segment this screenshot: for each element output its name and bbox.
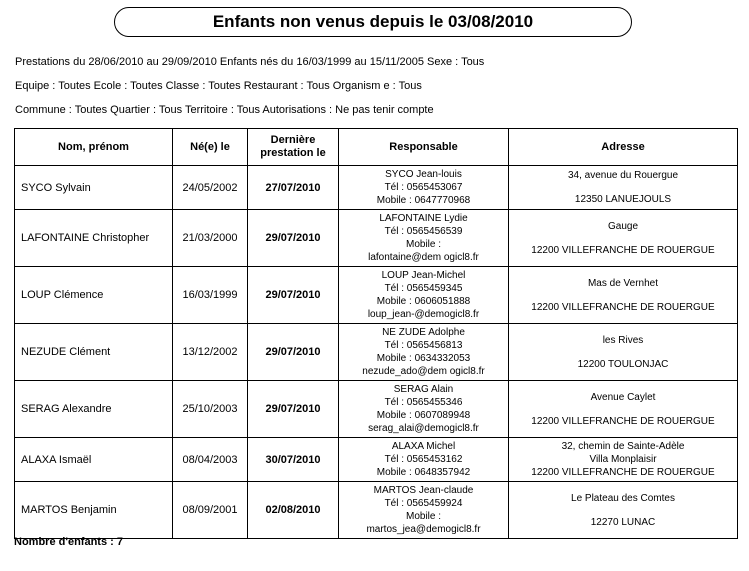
cell-derniere-prestation: 29/07/2010 [247,209,339,267]
adresse-line: 12270 LUNAC [590,516,656,528]
responsable-line: nezude_ado@dem ogicl8.fr [362,366,485,377]
responsable-line: Tél : 0565455346 [384,397,463,408]
table-row: SERAG Alexandre 25/10/2003 29/07/2010 SERAG… [14,380,738,438]
table-row: LAFONTAINE Christopher 21/03/2000 29/07/20… [14,209,738,267]
cell-ne-le: 13/12/2002 [172,323,248,381]
cell-responsable: ALAXA Michel Tél : 0565453162 Mobile : 064… [338,437,509,482]
responsable-line: MARTOS Jean-claude [373,485,474,496]
cell-ne-le: 16/03/1999 [172,266,248,324]
table-row: LOUP Clémence 16/03/1999 29/07/2010 LOUP Je… [14,266,738,324]
cell-adresse: 34, avenue du Rouergue 12350 LANUEJOULS [508,165,738,210]
responsable-line: Tél : 0565459345 [384,283,463,294]
cell-adresse: Le Plateau des Comtes 12270 LUNAC [508,481,738,539]
adresse-line: Mas de Vernhet [587,277,659,289]
adresse-line: 12350 LANUEJOULS [574,194,672,205]
column-header-nom: Nom, prénom [14,128,173,166]
cell-derniere-prestation: 29/07/2010 [247,380,339,438]
responsable-line: Mobile : 0634332053 [376,353,471,364]
cell-ne-le: 21/03/2000 [172,209,248,267]
cell-derniere-prestation: 02/08/2010 [247,481,339,539]
criteria-line-commune: Commune : Toutes Quartier : Tous Territo… [15,104,434,116]
cell-derniere-prestation: 30/07/2010 [247,437,339,482]
adresse-line: 32, chemin de Sainte-Adèle [561,441,685,452]
responsable-line: LOUP Jean-Michel [381,270,466,281]
responsable-line: Mobile : 0648357942 [376,467,471,478]
children-count-label: Nombre d'enfants : 7 [14,536,123,548]
cell-derniere-prestation: 29/07/2010 [247,266,339,324]
responsable-line: SERAG Alain [393,384,454,395]
adresse-line: 34, avenue du Rouergue [567,170,679,181]
adresse-line: 12200 VILLEFRANCHE DE ROUERGUE [531,244,715,256]
adresse-line: Le Plateau des Comtes [571,492,675,504]
responsable-line: Tél : 0565459924 [384,498,463,509]
table-body: SYCO Sylvain 24/05/2002 27/07/2010 SYCO Jea… [14,165,738,539]
cell-adresse: 32, chemin de Sainte-Adèle Villa Monplais… [508,437,738,482]
cell-nom: MARTOS Benjamin [14,481,173,539]
adresse-line: 12200 VILLEFRANCHE DE ROUERGUE [531,467,715,478]
responsable-line: loup_jean-@demogicl8.fr [367,309,480,320]
children-table: Nom, prénom Né(e) le Dernière prestation… [14,128,738,539]
column-header-ne-le: Né(e) le [172,128,248,166]
adresse-line: 12200 VILLEFRANCHE DE ROUERGUE [531,415,715,427]
table-row: NEZUDE Clément 13/12/2002 29/07/2010 NE ZUD… [14,323,738,381]
cell-responsable: MARTOS Jean-claude Tél : 0565459924 Mobile… [338,481,509,539]
cell-nom: LAFONTAINE Christopher [14,209,173,267]
responsable-line: Tél : 0565453067 [384,182,463,193]
responsable-line: lafontaine@dem ogicl8.fr [368,252,479,263]
table-row: SYCO Sylvain 24/05/2002 27/07/2010 SYCO Jea… [14,165,738,210]
criteria-line-prestations: Prestations du 28/06/2010 au 29/09/2010 … [15,56,485,68]
responsable-line: Mobile : [405,511,441,522]
responsable-line: martos_jea@demogicl8.fr [366,524,481,535]
adresse-line: Villa Monplaisir [589,454,657,465]
cell-adresse: Gauge 12200 VILLEFRANCHE DE ROUERGUE [508,209,738,267]
responsable-line: Mobile : 0607089948 [376,410,471,421]
responsable-line: ALAXA Michel [391,441,456,452]
table-row: MARTOS Benjamin 08/09/2001 02/08/2010 MARTO… [14,481,738,539]
table-header-row: Nom, prénom Né(e) le Dernière prestation… [14,128,738,166]
cell-derniere-prestation: 27/07/2010 [247,165,339,210]
cell-responsable: SYCO Jean-louis Tél : 0565453067 Mobile : … [338,165,509,210]
cell-ne-le: 08/04/2003 [172,437,248,482]
cell-responsable: NE ZUDE Adolphe Tél : 0565456813 Mobile : … [338,323,509,381]
column-header-responsable: Responsable [338,128,509,166]
responsable-line: Mobile : 0647770968 [376,195,471,206]
report-criteria: Prestations du 28/06/2010 au 29/09/2010 … [15,50,715,122]
cell-responsable: LOUP Jean-Michel Tél : 0565459345 Mobile :… [338,266,509,324]
responsable-line: SYCO Jean-louis [385,169,462,180]
report-title-banner: Enfants non venus depuis le 03/08/2010 [114,7,632,37]
table-header: Nom, prénom Né(e) le Dernière prestation… [14,128,738,166]
adresse-line: les Rives [602,334,644,346]
adresse-line: 12200 TOULONJAC [577,358,669,370]
cell-nom: LOUP Clémence [14,266,173,324]
cell-nom: SYCO Sylvain [14,165,173,210]
cell-ne-le: 25/10/2003 [172,380,248,438]
cell-ne-le: 08/09/2001 [172,481,248,539]
responsable-line: Tél : 0565453162 [384,454,463,465]
cell-adresse: Avenue Caylet 12200 VILLEFRANCHE DE ROUER… [508,380,738,438]
cell-responsable: SERAG Alain Tél : 0565455346 Mobile : 0607… [338,380,509,438]
responsable-line: Tél : 0565456539 [384,226,463,237]
table-row: ALAXA Ismaël 08/04/2003 30/07/2010 ALAXA Mi… [14,437,738,482]
cell-nom: SERAG Alexandre [14,380,173,438]
responsable-line: Mobile : [405,239,441,250]
responsable-line: serag_alai@demogicl8.fr [368,423,479,434]
responsable-line: Tél : 0565456813 [384,340,463,351]
adresse-line: Avenue Caylet [590,391,656,403]
cell-responsable: LAFONTAINE Lydie Tél : 0565456539 Mobile :… [338,209,509,267]
column-header-derniere-prestation: Dernière prestation le [247,128,339,166]
cell-adresse: Mas de Vernhet 12200 VILLEFRANCHE DE ROUE… [508,266,738,324]
cell-adresse: les Rives 12200 TOULONJAC [508,323,738,381]
cell-nom: ALAXA Ismaël [14,437,173,482]
page-title: Enfants non venus depuis le 03/08/2010 [212,12,534,31]
responsable-line: LAFONTAINE Lydie [379,213,468,224]
responsable-line: NE ZUDE Adolphe [382,327,465,338]
cell-derniere-prestation: 29/07/2010 [247,323,339,381]
cell-ne-le: 24/05/2002 [172,165,248,210]
column-header-adresse: Adresse [508,128,738,166]
responsable-line: Mobile : 0606051888 [376,296,471,307]
cell-nom: NEZUDE Clément [14,323,173,381]
adresse-line: 12200 VILLEFRANCHE DE ROUERGUE [531,301,715,313]
adresse-line: Gauge [607,220,639,232]
criteria-line-equipe: Equipe : Toutes Ecole : Toutes Classe : … [15,80,422,92]
